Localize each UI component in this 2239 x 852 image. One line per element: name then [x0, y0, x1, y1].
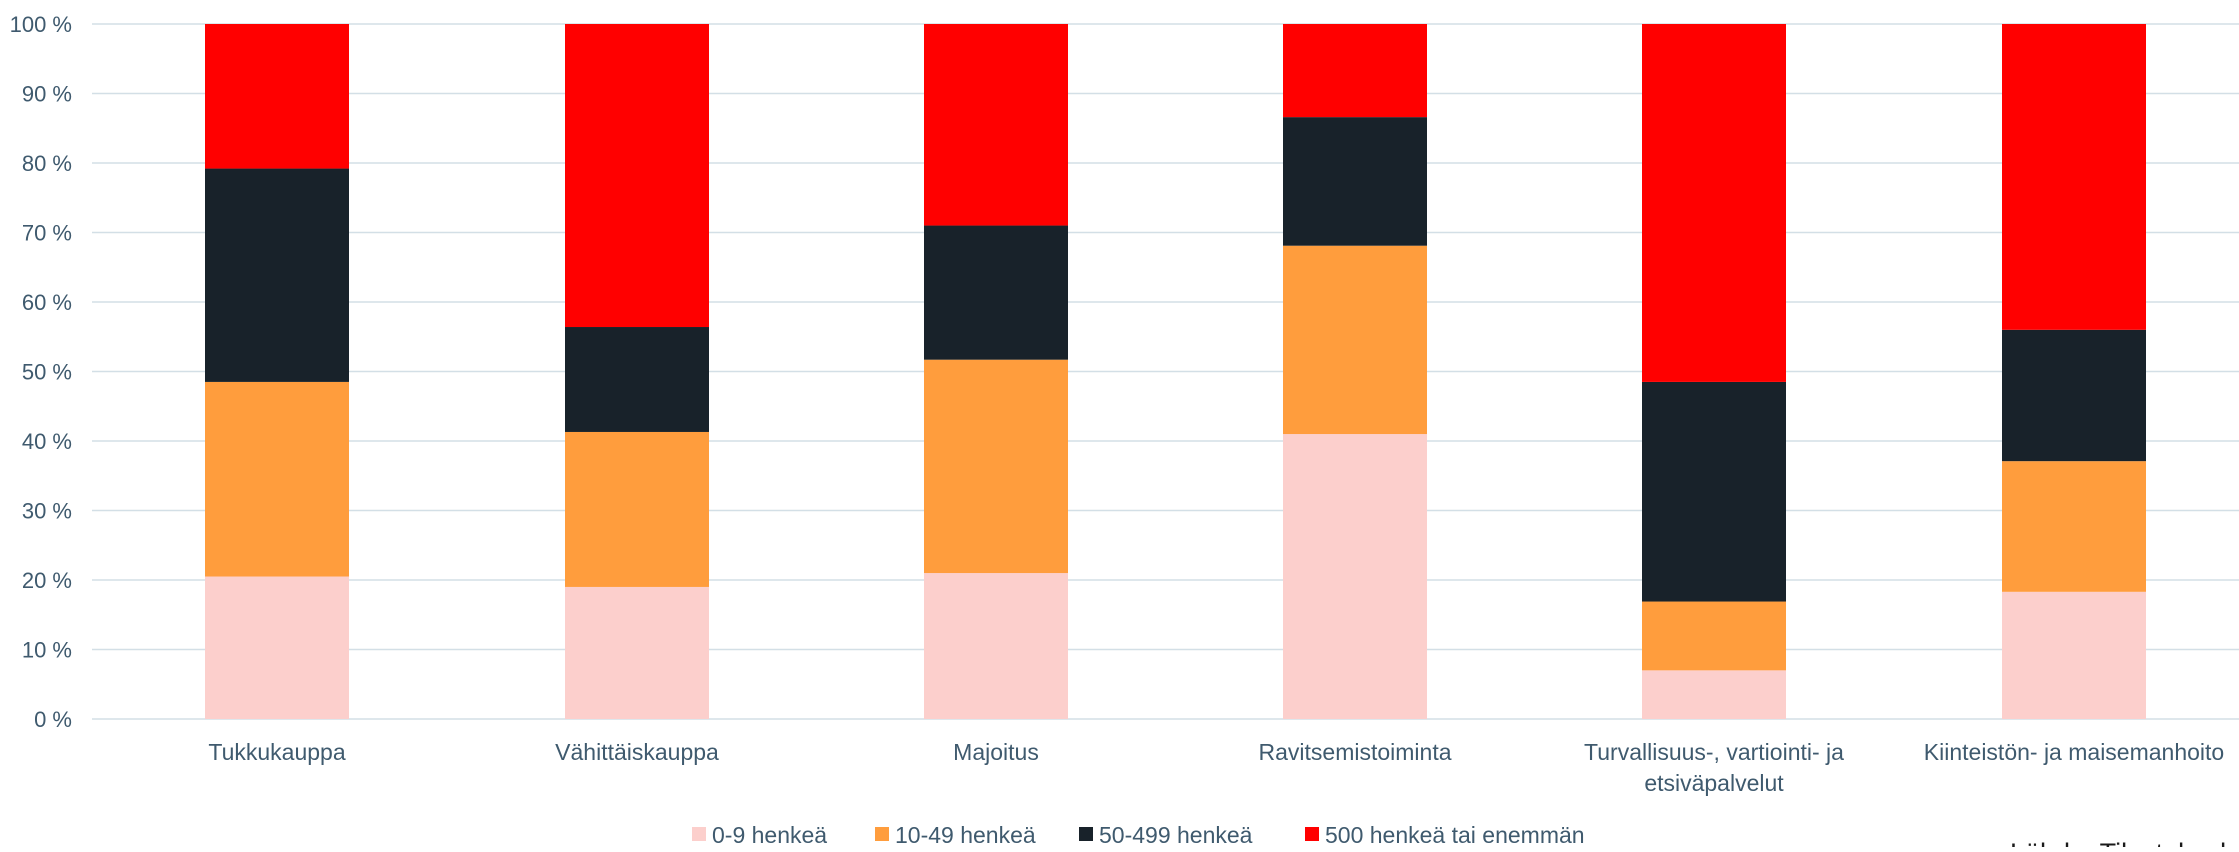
y-axis-tick-labels: 0 % 10 % 20 % 30 % 40 % 50 % 60 % 70 % 80 % 90 % 1… — [10, 12, 72, 732]
y-tick-label: 40 % — [22, 429, 72, 454]
legend-label: 500 henkeä tai enemmän — [1325, 822, 1585, 847]
legend: 0-9 henkeä 10-49 henkeä 50-499 henkeä 500 h… — [692, 822, 1585, 848]
y-tick-label: 100 % — [10, 12, 72, 37]
bar-segment — [205, 381, 349, 577]
footer: Lähde: Tilastokeskus — [2010, 838, 2239, 852]
bar-segment — [1283, 24, 1427, 118]
y-tick-label: 10 % — [22, 638, 72, 663]
bar-segment — [565, 327, 709, 432]
bar-segment — [924, 359, 1068, 574]
category-label-line: Tukkukauppa — [208, 739, 345, 765]
category-label-line: Vähittäiskauppa — [555, 739, 719, 765]
y-tick-label: 60 % — [22, 290, 72, 315]
bars — [205, 24, 2146, 719]
bar-segment — [565, 431, 709, 587]
legend-swatch — [692, 827, 706, 841]
bar-segment — [924, 573, 1068, 719]
bar-segment — [565, 24, 709, 328]
category-label-line: Ravitsemistoiminta — [1259, 739, 1452, 765]
category-label-line: Majoitus — [953, 739, 1039, 765]
category-label: Turvallisuus-, vartiointi- ja etsiväpalve… — [1584, 739, 1844, 796]
category-label: Vähittäiskauppa — [555, 739, 719, 765]
bar-segment — [2002, 24, 2146, 330]
legend-swatch — [875, 827, 889, 841]
bar-segment — [2002, 461, 2146, 592]
y-tick-label: 50 % — [22, 360, 72, 385]
legend-label: 50-499 henkeä — [1099, 822, 1253, 847]
y-tick-label: 0 % — [34, 707, 72, 732]
bar-segment — [2002, 591, 2146, 719]
category-label: Ravitsemistoiminta — [1259, 739, 1452, 765]
bar-segment — [924, 225, 1068, 360]
x-axis-category-labels: Tukkukauppa Vähittäiskauppa Majoitus Ravits… — [208, 739, 2224, 796]
y-tick-label: 80 % — [22, 151, 72, 176]
gridlines — [92, 23, 2239, 720]
legend-label: 10-49 henkeä — [895, 822, 1036, 847]
bar-segment — [205, 576, 349, 719]
bar-segment — [2002, 329, 2146, 462]
bar-segment — [1283, 117, 1427, 246]
category-label-line: Turvallisuus-, vartiointi- ja — [1584, 739, 1844, 765]
legend-label: 0-9 henkeä — [712, 822, 827, 847]
legend-swatch — [1305, 827, 1319, 841]
y-tick-label: 20 % — [22, 568, 72, 593]
y-tick-label: 30 % — [22, 499, 72, 524]
bar-segment — [1642, 601, 1786, 671]
y-tick-label: 90 % — [22, 82, 72, 107]
bar-segment — [1642, 381, 1786, 602]
bar-segment — [205, 24, 349, 169]
category-label-line: etsiväpalvelut — [1644, 770, 1784, 796]
bar-segment — [1642, 670, 1786, 719]
category-label-line: Kiinteistön- ja maisemanhoito — [1924, 739, 2224, 765]
category-label: Tukkukauppa — [208, 739, 345, 765]
bar-segment — [565, 586, 709, 719]
category-label: Kiinteistön- ja maisemanhoito — [1924, 739, 2224, 765]
legend-swatch — [1079, 827, 1093, 841]
bar-segment — [924, 24, 1068, 226]
source-note: Lähde: Tilastokeskus — [2010, 838, 2239, 847]
bar-segment — [1642, 24, 1786, 382]
category-label: Majoitus — [953, 739, 1039, 765]
y-tick-label: 70 % — [22, 221, 72, 246]
bar-segment — [1283, 434, 1427, 719]
bar-segment — [1283, 245, 1427, 435]
bar-segment — [205, 168, 349, 382]
